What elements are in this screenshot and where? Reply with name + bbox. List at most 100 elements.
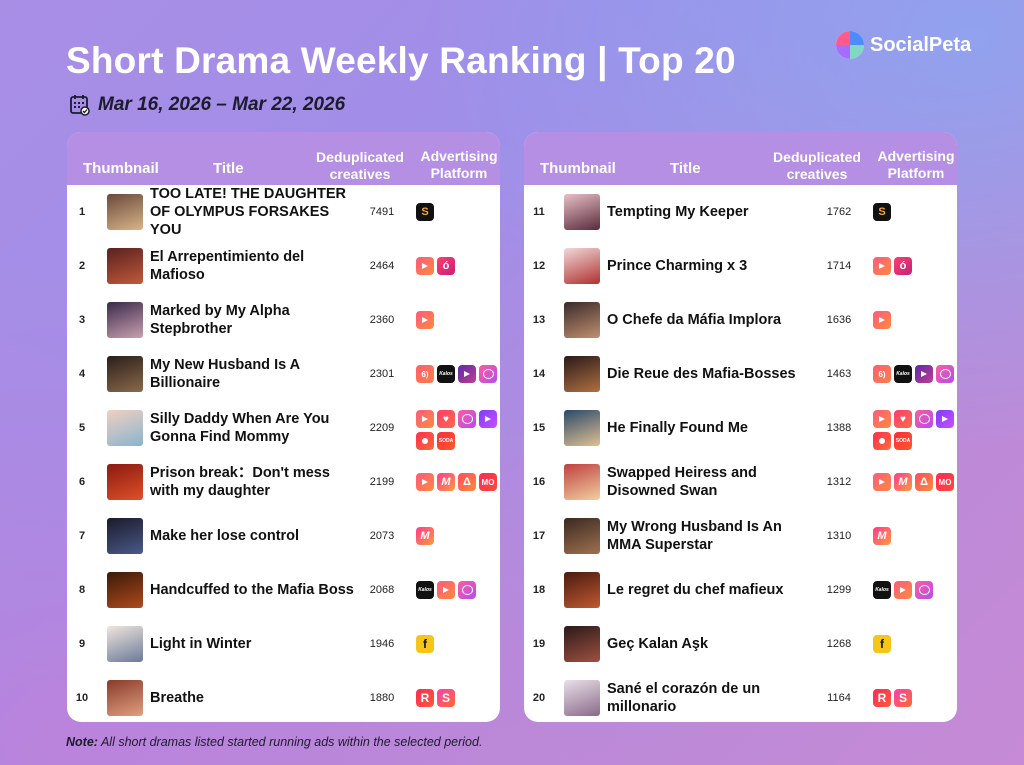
s-icon: [894, 689, 912, 707]
column-advertising-platform: Advertising Platform: [877, 148, 955, 181]
advertising-platforms: [873, 311, 957, 329]
table-row: 6 Prison break：Don't mess with my daughte…: [67, 455, 500, 509]
column-thumbnail: Thumbnail: [540, 160, 616, 177]
advertising-platforms: [416, 257, 500, 275]
note-label: Note:: [66, 735, 98, 749]
rank-number: 16: [532, 476, 546, 488]
rank-number: 5: [78, 422, 86, 434]
advertising-platforms: [416, 203, 500, 221]
drama-thumbnail: [564, 680, 600, 716]
advertising-platforms: [416, 365, 500, 383]
column-title: Title: [213, 160, 244, 177]
advertising-platforms: [873, 527, 957, 545]
deduplicated-creatives-count: 1880: [369, 692, 395, 704]
rank-number: 14: [532, 368, 546, 380]
r-icon: [416, 689, 434, 707]
dramabox-icon: [437, 257, 455, 275]
drama-title: Make her lose control: [150, 528, 300, 544]
rank-number: 20: [532, 692, 546, 704]
deduplicated-creatives-count: 1463: [826, 368, 852, 380]
column-thumbnail: Thumbnail: [83, 160, 159, 177]
chat-icon: [458, 410, 476, 428]
date-range-row: Mar 16, 2026 – Mar 22, 2026: [70, 94, 345, 116]
table-header: Thumbnail Title Deduplicated creatives A…: [524, 132, 957, 185]
table-row: 16 Swapped Heiress and Disowned Swan 1312: [524, 455, 957, 509]
calendar-icon: [70, 94, 90, 116]
dramatv-icon: [873, 365, 891, 383]
drama-thumbnail: [564, 302, 600, 338]
drama-thumbnail: [564, 572, 600, 608]
rank-number: 13: [532, 314, 546, 326]
flick-icon: [873, 635, 891, 653]
reelshort-icon: [894, 581, 912, 599]
ranking-panel-right: Thumbnail Title Deduplicated creatives A…: [524, 132, 957, 722]
drama-thumbnail: [564, 518, 600, 554]
date-range-text: Mar 16, 2026 – Mar 22, 2026: [98, 94, 346, 115]
soda-icon: [437, 432, 455, 450]
advertising-platforms: [873, 203, 957, 221]
ranking-panel-left: Thumbnail Title Deduplicated creatives A…: [67, 132, 500, 722]
chat-icon: [915, 581, 933, 599]
advertising-platforms: [416, 581, 500, 599]
red-icon: [416, 432, 434, 450]
deduplicated-creatives-count: 2464: [369, 260, 395, 272]
soda-icon: [894, 432, 912, 450]
advertising-platforms: [416, 311, 500, 329]
table-row: 1 TOO LATE! THE DAUGHTER OF OLYMPUS FORSA…: [67, 185, 500, 239]
heart-icon: [437, 410, 455, 428]
drama-thumbnail: [564, 248, 600, 284]
table-row: 10 Breathe 1880: [67, 671, 500, 722]
table-row: 18 Le regret du chef mafieux 1299: [524, 563, 957, 617]
drama-title: He Finally Found Me: [607, 420, 748, 436]
drama-title: Swapped Heiress and Disowned Swan: [607, 465, 757, 499]
drama-title: Marked by My Alpha Stepbrother: [150, 303, 290, 337]
column-title: Title: [670, 160, 701, 177]
advertising-platforms: [873, 689, 957, 707]
flextv-icon: [458, 365, 476, 383]
rank-number: 7: [78, 530, 86, 542]
advertising-platforms: [416, 410, 500, 450]
rank-number: 19: [532, 638, 546, 650]
table-row: 12 Prince Charming x 3 1714: [524, 239, 957, 293]
drama-thumbnail: [564, 626, 600, 662]
dramatv-icon: [416, 365, 434, 383]
drama-thumbnail: [107, 518, 143, 554]
deduplicated-creatives-count: 2301: [369, 368, 395, 380]
advertising-platforms: [416, 635, 500, 653]
deduplicated-creatives-count: 1636: [826, 314, 852, 326]
rank-number: 12: [532, 260, 546, 272]
drama-title: TOO LATE! THE DAUGHTER OF OLYMPUS FORSAK…: [150, 186, 347, 238]
note-text: All short dramas listed started running …: [97, 735, 483, 749]
table-header: Thumbnail Title Deduplicated creatives A…: [67, 132, 500, 185]
drama-thumbnail: [107, 680, 143, 716]
mm-icon: [416, 527, 434, 545]
drama-thumbnail: [107, 410, 143, 446]
flextv-icon: [915, 365, 933, 383]
reelshort-icon: [873, 311, 891, 329]
kalos-icon: [873, 581, 891, 599]
rank-number: 10: [75, 692, 89, 704]
table-row: 14 Die Reue des Mafia-Bosses 1463: [524, 347, 957, 401]
drama-title: Prison break：Don't mess with my daughter: [150, 465, 330, 499]
table-row: 13 O Chefe da Máfia Implora 1636: [524, 293, 957, 347]
advertising-platforms: [873, 257, 957, 275]
s-icon: [437, 689, 455, 707]
reelshort-icon: [873, 473, 891, 491]
column-deduplicated-creatives: Deduplicated creatives: [773, 149, 861, 182]
advertising-platforms: [873, 365, 957, 383]
rank-number: 3: [78, 314, 86, 326]
drama-thumbnail: [107, 464, 143, 500]
drama-thumbnail: [107, 572, 143, 608]
red-icon: [873, 432, 891, 450]
deduplicated-creatives-count: 2068: [369, 584, 395, 596]
drama-thumbnail: [107, 356, 143, 392]
chat-icon: [936, 365, 954, 383]
drama-thumbnail: [564, 356, 600, 392]
flick-icon: [416, 635, 434, 653]
table-row: 4 My New Husband Is A Billionaire 2301: [67, 347, 500, 401]
dramabox-icon: [894, 257, 912, 275]
table-row: 19 Geç Kalan Aşk 1268: [524, 617, 957, 671]
triangle-icon: [915, 473, 933, 491]
kalos-icon: [894, 365, 912, 383]
table-row: 3 Marked by My Alpha Stepbrother 2360: [67, 293, 500, 347]
